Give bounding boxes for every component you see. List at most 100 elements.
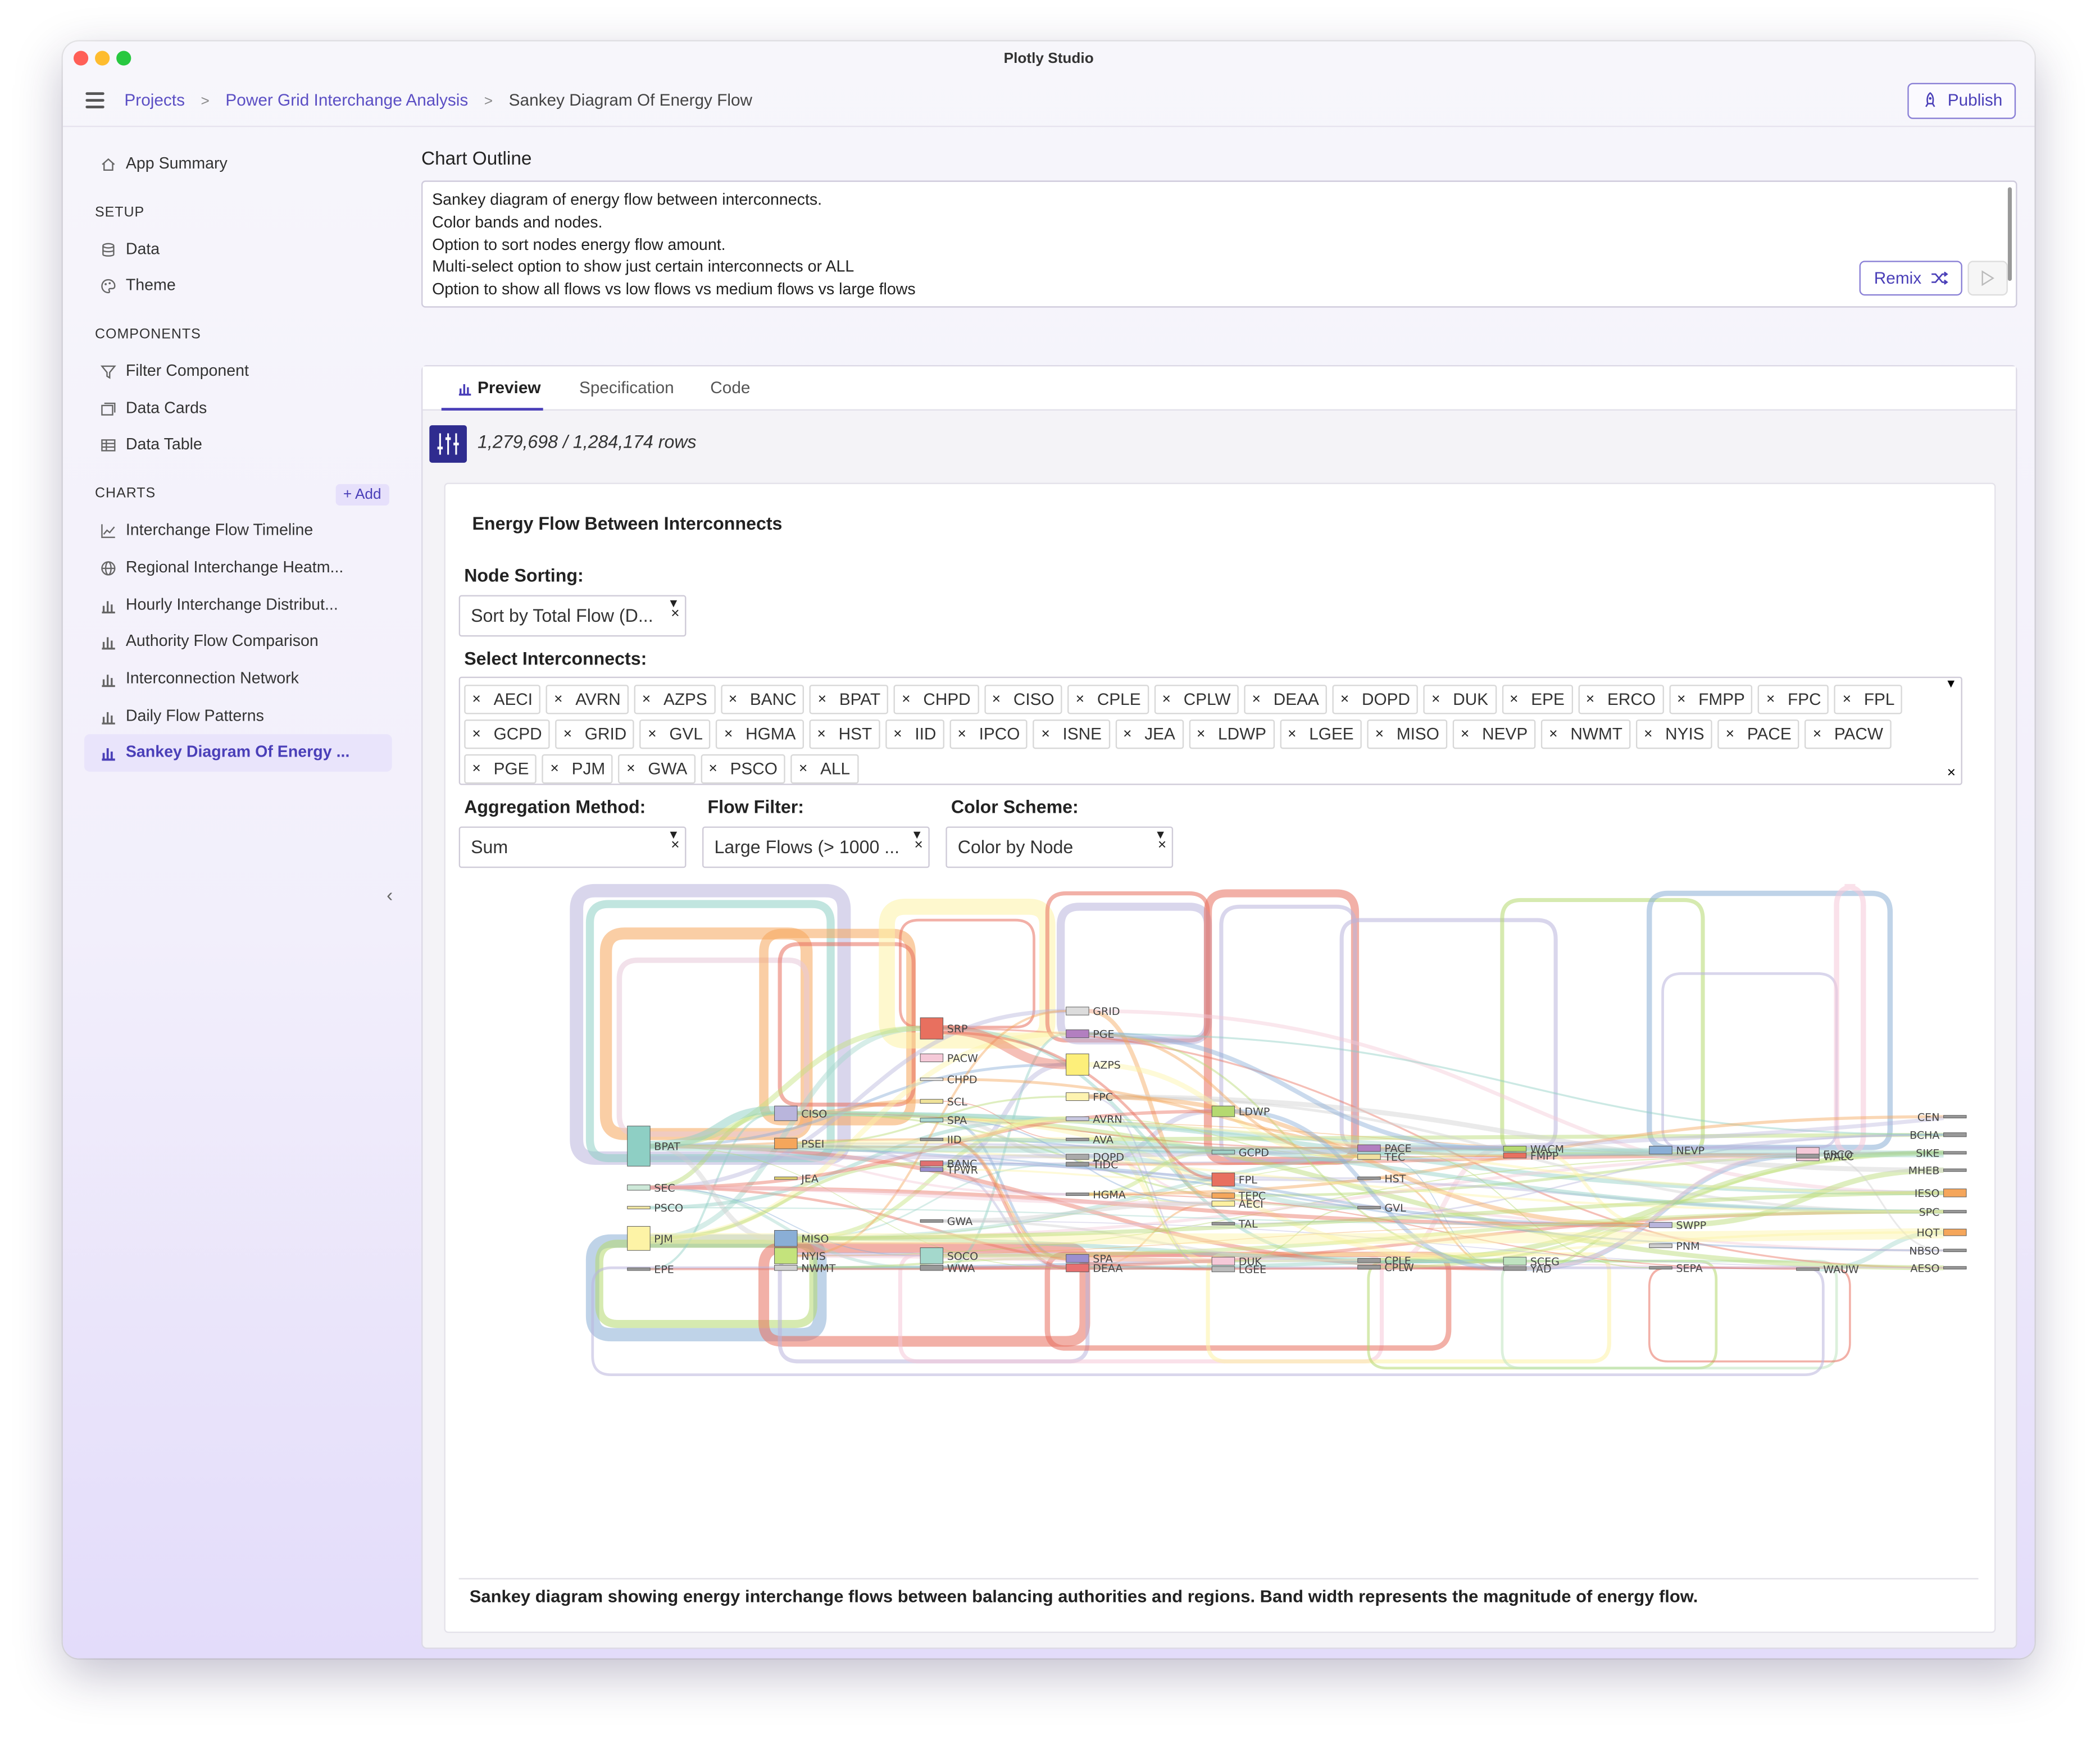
remove-chip-icon[interactable]: × (1196, 726, 1206, 743)
sidebar-item-theme[interactable]: Theme (84, 268, 392, 305)
sidebar-item-data-cards[interactable]: Data Cards (84, 390, 392, 427)
sankey-node[interactable] (920, 1099, 944, 1104)
interconnect-chip[interactable]: × JEA (1115, 719, 1184, 749)
close-window-button[interactable] (73, 51, 89, 66)
sankey-node[interactable] (1943, 1132, 1967, 1137)
sankey-node[interactable] (920, 1118, 944, 1123)
sankey-node[interactable] (774, 1105, 798, 1121)
sidebar-item-app-summary[interactable]: App Summary (84, 146, 392, 183)
interconnect-chip[interactable]: × CPLE (1067, 685, 1149, 714)
sankey-node[interactable] (1211, 1150, 1235, 1155)
tab-specification[interactable]: Specification (579, 378, 674, 398)
remove-chip-icon[interactable]: × (1123, 726, 1132, 743)
sankey-node[interactable] (920, 1077, 944, 1081)
sankey-node[interactable] (1796, 1267, 1820, 1271)
interconnect-chip[interactable]: × BANC (720, 685, 804, 714)
sankey-node[interactable] (920, 1053, 944, 1062)
breadcrumb-projects[interactable]: Projects (124, 90, 185, 110)
interconnect-chip[interactable]: × PACE (1717, 719, 1800, 749)
sankey-node[interactable] (1066, 1007, 1089, 1016)
sankey-node[interactable] (1066, 1053, 1089, 1076)
sankey-node[interactable] (920, 1219, 944, 1223)
remove-chip-icon[interactable]: × (992, 691, 1001, 708)
interconnect-chip[interactable]: × DUK (1423, 685, 1497, 714)
interconnect-chip[interactable]: × FPL (1834, 685, 1903, 714)
sidebar-item-filter-component[interactable]: Filter Component (84, 353, 392, 390)
remove-chip-icon[interactable]: × (1677, 691, 1686, 708)
sankey-node[interactable] (1943, 1266, 1967, 1270)
sankey-node[interactable] (1066, 1137, 1089, 1141)
remove-chip-icon[interactable]: × (708, 761, 717, 777)
sankey-node[interactable] (1211, 1222, 1235, 1226)
clear-icon[interactable]: × (914, 837, 923, 854)
remove-chip-icon[interactable]: × (957, 726, 966, 743)
sankey-node[interactable] (1943, 1151, 1967, 1155)
sankey-node[interactable] (920, 1017, 944, 1040)
sankey-node[interactable] (1357, 1264, 1381, 1270)
publish-button[interactable]: Publish (1907, 83, 2016, 119)
interconnect-chip[interactable]: × LGEE (1279, 719, 1362, 749)
remove-chip-icon[interactable]: × (472, 761, 481, 777)
interconnect-chip[interactable]: × DOPD (1332, 685, 1419, 714)
interconnect-chip[interactable]: × GRID (555, 719, 635, 749)
interconnect-chip[interactable]: × FMPP (1669, 685, 1753, 714)
sankey-node[interactable] (1211, 1256, 1235, 1265)
interconnect-chip[interactable]: × AECI (464, 685, 541, 714)
remove-chip-icon[interactable]: × (1375, 726, 1384, 743)
sankey-node[interactable] (920, 1264, 944, 1271)
chart-outline-textarea[interactable]: Sankey diagram of energy flow between in… (421, 180, 2017, 308)
sankey-node[interactable] (920, 1160, 944, 1167)
sankey-node[interactable] (774, 1176, 798, 1180)
sankey-node[interactable] (920, 1247, 944, 1264)
remove-chip-icon[interactable]: × (1461, 726, 1470, 743)
sankey-node[interactable] (1211, 1172, 1235, 1187)
interconnect-chip[interactable]: × PSCO (701, 754, 786, 784)
remove-chip-icon[interactable]: × (642, 691, 651, 708)
sankey-node[interactable] (1943, 1168, 1967, 1172)
sankey-node[interactable] (1503, 1266, 1527, 1271)
interconnect-chip[interactable]: × BPAT (810, 685, 889, 714)
remove-chip-icon[interactable]: × (1549, 726, 1558, 743)
interconnect-chip[interactable]: × AZPS (634, 685, 716, 714)
sankey-node[interactable] (1943, 1210, 1967, 1214)
interconnect-chip[interactable]: × GCPD (464, 719, 550, 749)
remove-chip-icon[interactable]: × (472, 726, 481, 743)
interconnect-chip[interactable]: × EPE (1501, 685, 1573, 714)
sankey-node[interactable] (1066, 1154, 1089, 1160)
node-sorting-dropdown[interactable]: Sort by Total Flow (D... ▼ × (458, 595, 687, 637)
sidebar-item-daily-flow-patterns[interactable]: Daily Flow Patterns (84, 698, 392, 735)
sankey-node[interactable] (627, 1185, 651, 1191)
sankey-node[interactable] (1357, 1154, 1381, 1160)
remove-chip-icon[interactable]: × (893, 726, 902, 743)
sankey-node[interactable] (1503, 1146, 1527, 1152)
sankey-node[interactable] (1066, 1029, 1089, 1039)
sidebar-item-sankey-diagram[interactable]: Sankey Diagram Of Energy ... (84, 734, 392, 772)
interconnect-chip[interactable]: × MISO (1367, 719, 1448, 749)
remix-button[interactable]: Remix (1859, 261, 1962, 296)
sankey-node[interactable] (627, 1126, 651, 1167)
remove-chip-icon[interactable]: × (1431, 691, 1440, 708)
interconnect-chip[interactable]: × PJM (542, 754, 613, 784)
interconnects-multiselect[interactable]: × AECI × AVRN × AZPS × BANC × BPAT × CHPD × CISO × CPLE… (458, 676, 1962, 785)
interconnect-chip[interactable]: × ERCO (1578, 685, 1664, 714)
sankey-node[interactable] (1211, 1192, 1235, 1199)
sidebar-item-data-table[interactable]: Data Table (84, 427, 392, 465)
remove-chip-icon[interactable]: × (724, 726, 733, 743)
sankey-node[interactable] (1066, 1263, 1089, 1272)
sankey-node[interactable] (1066, 1116, 1089, 1121)
sankey-node[interactable] (1211, 1200, 1235, 1207)
sidebar-item-interconnection-network[interactable]: Interconnection Network (84, 661, 392, 698)
flow-filter-dropdown[interactable]: Large Flows (> 1000 ... ▼ × (702, 826, 930, 868)
remove-chip-icon[interactable]: × (728, 691, 738, 708)
interconnect-chip[interactable]: × PACW (1804, 719, 1892, 749)
sankey-node[interactable] (774, 1264, 798, 1271)
sankey-node[interactable] (1066, 1192, 1089, 1196)
sankey-node[interactable] (1943, 1249, 1967, 1253)
remove-chip-icon[interactable]: × (1842, 691, 1852, 708)
sankey-node[interactable] (1066, 1162, 1089, 1167)
outline-scrollbar[interactable] (2007, 187, 2012, 281)
interconnect-chip[interactable]: × IPCO (949, 719, 1028, 749)
remove-chip-icon[interactable]: × (1510, 691, 1519, 708)
maximize-window-button[interactable] (116, 51, 131, 66)
remove-chip-icon[interactable]: × (626, 761, 635, 777)
